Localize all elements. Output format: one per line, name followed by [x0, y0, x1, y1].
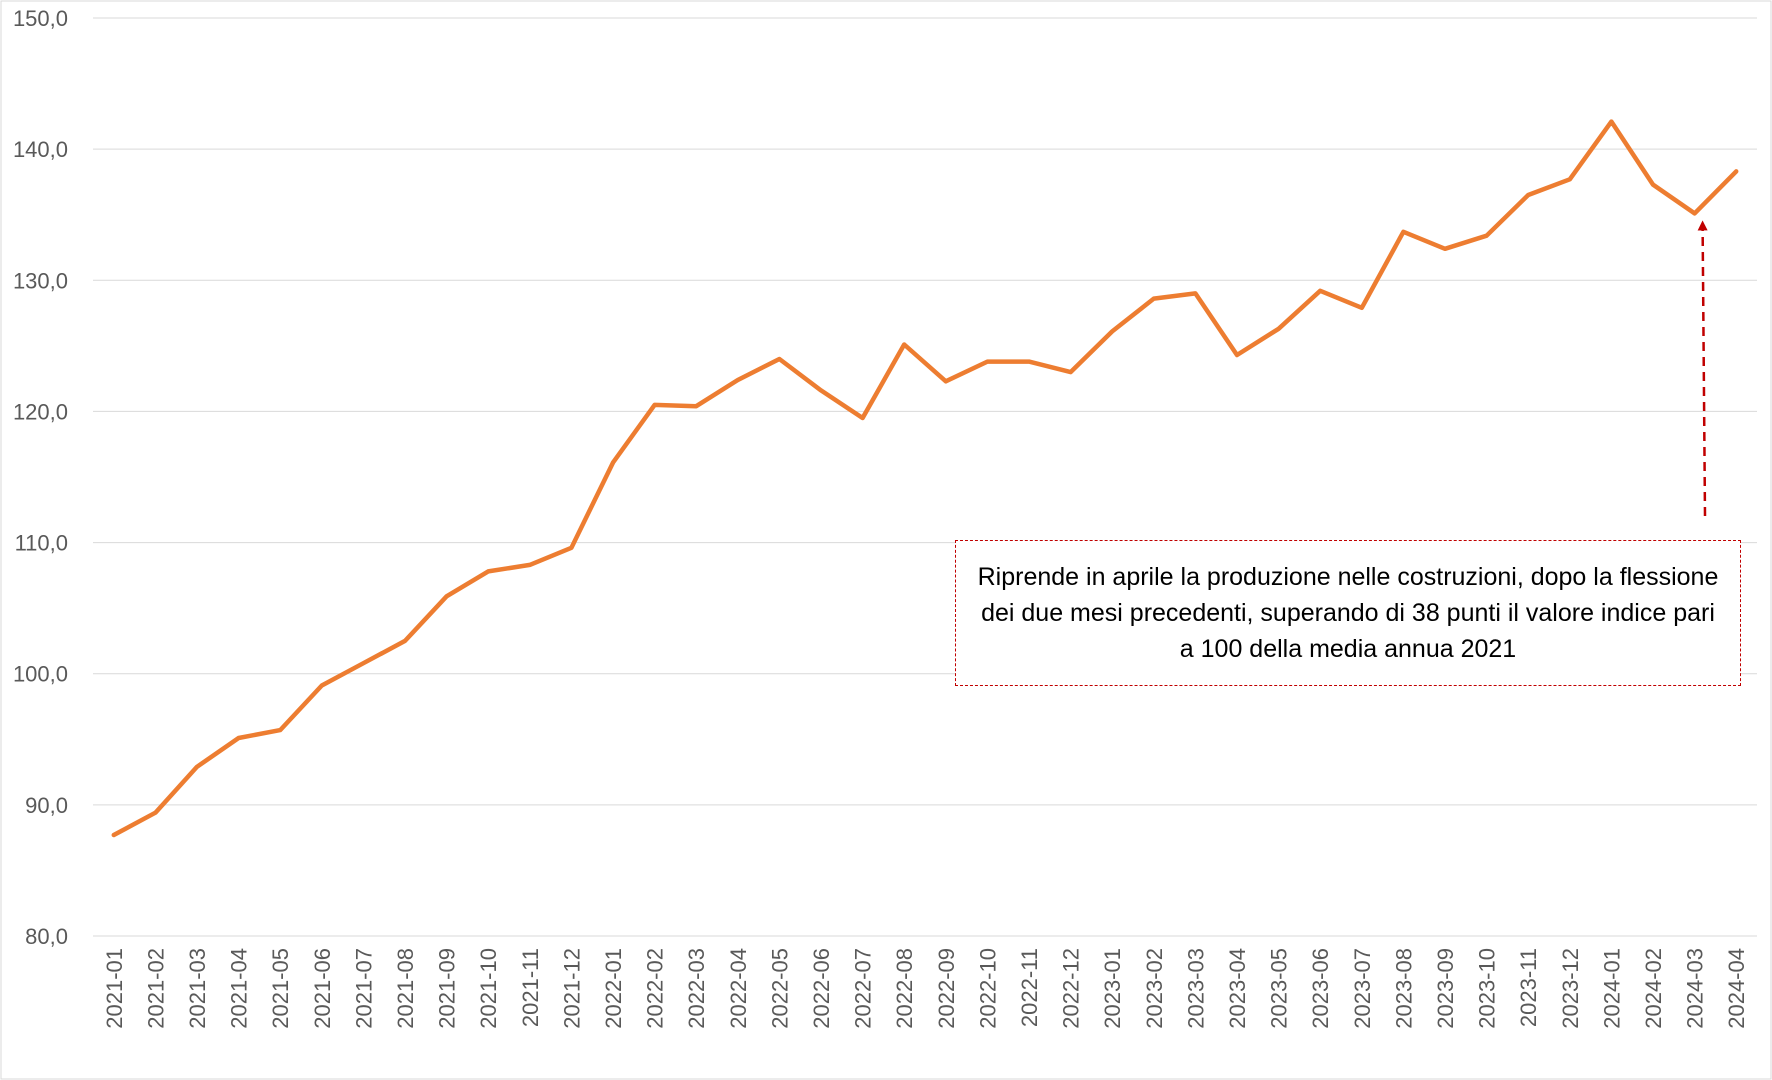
- annotation-arrow: [1697, 220, 1708, 517]
- x-tick-label: 2021-10: [476, 948, 501, 1029]
- x-tick-label: 2023-08: [1391, 948, 1416, 1029]
- x-tick-label: 2021-04: [227, 948, 252, 1029]
- x-tick-label: 2023-06: [1308, 948, 1333, 1029]
- x-tick-label: 2024-04: [1724, 948, 1749, 1029]
- y-tick-label: 130,0: [13, 268, 68, 293]
- x-tick-label: 2021-02: [143, 948, 168, 1029]
- x-tick-label: 2021-05: [268, 948, 293, 1029]
- x-tick-label: 2022-01: [601, 948, 626, 1029]
- y-tick-label: 80,0: [25, 924, 68, 949]
- x-tick-label: 2023-03: [1183, 948, 1208, 1029]
- x-tick-label: 2023-05: [1267, 948, 1292, 1029]
- x-tick-label: 2023-12: [1558, 948, 1583, 1029]
- y-tick-label: 120,0: [13, 399, 68, 424]
- series-line: [111, 119, 1739, 838]
- x-tick-label: 2021-08: [393, 948, 418, 1029]
- x-tick-label: 2022-09: [934, 948, 959, 1029]
- x-tick-label: 2022-10: [975, 948, 1000, 1029]
- x-tick-label: 2024-01: [1599, 948, 1624, 1029]
- annotation-box: Riprende in aprile la produzione nelle c…: [955, 540, 1741, 686]
- x-tick-label: 2022-03: [684, 948, 709, 1029]
- x-tick-label: 2021-12: [559, 948, 584, 1029]
- x-tick-label: 2021-09: [435, 948, 460, 1029]
- x-axis-ticks: 2021-01 2021-02 2021-03 2021-04 2021-05 2021-…: [102, 948, 1749, 1029]
- x-tick-label: 2021-06: [310, 948, 335, 1029]
- x-tick-label: 2023-10: [1475, 948, 1500, 1029]
- x-tick-label: 2022-12: [1059, 948, 1084, 1029]
- x-tick-label: 2022-11: [1017, 948, 1042, 1027]
- x-tick-label: 2023-11: [1516, 948, 1541, 1027]
- x-tick-label: 2023-02: [1142, 948, 1167, 1029]
- annotation-text: Riprende in aprile la produzione nelle c…: [977, 563, 1719, 663]
- x-tick-label: 2021-01: [102, 948, 127, 1029]
- x-tick-label: 2024-02: [1641, 948, 1666, 1029]
- x-tick-label: 2021-07: [351, 948, 376, 1029]
- x-tick-label: 2023-09: [1433, 948, 1458, 1029]
- y-axis-ticks: 80,0 90,0 100,0 110,0 120,0 130,0 140,0 150,0: [13, 6, 68, 949]
- y-tick-label: 100,0: [13, 662, 68, 687]
- x-tick-label: 2022-07: [851, 948, 876, 1029]
- x-tick-label: 2022-05: [767, 948, 792, 1029]
- x-tick-label: 2022-04: [726, 948, 751, 1029]
- x-tick-label: 2021-03: [185, 948, 210, 1029]
- y-tick-label: 150,0: [13, 6, 68, 31]
- series-layer: [111, 119, 1739, 838]
- x-tick-label: 2022-02: [643, 948, 668, 1029]
- x-tick-label: 2023-01: [1100, 948, 1125, 1029]
- x-tick-label: 2023-04: [1225, 948, 1250, 1029]
- y-tick-label: 90,0: [25, 793, 68, 818]
- x-tick-label: 2022-08: [892, 948, 917, 1029]
- x-tick-label: 2024-03: [1683, 948, 1708, 1029]
- x-tick-label: 2023-07: [1350, 948, 1375, 1029]
- annotation-arrow-layer: [1697, 220, 1708, 517]
- y-tick-label: 140,0: [13, 137, 68, 162]
- y-tick-label: 110,0: [15, 531, 68, 556]
- x-tick-label: 2021-11: [518, 948, 543, 1027]
- x-tick-label: 2022-06: [809, 948, 834, 1029]
